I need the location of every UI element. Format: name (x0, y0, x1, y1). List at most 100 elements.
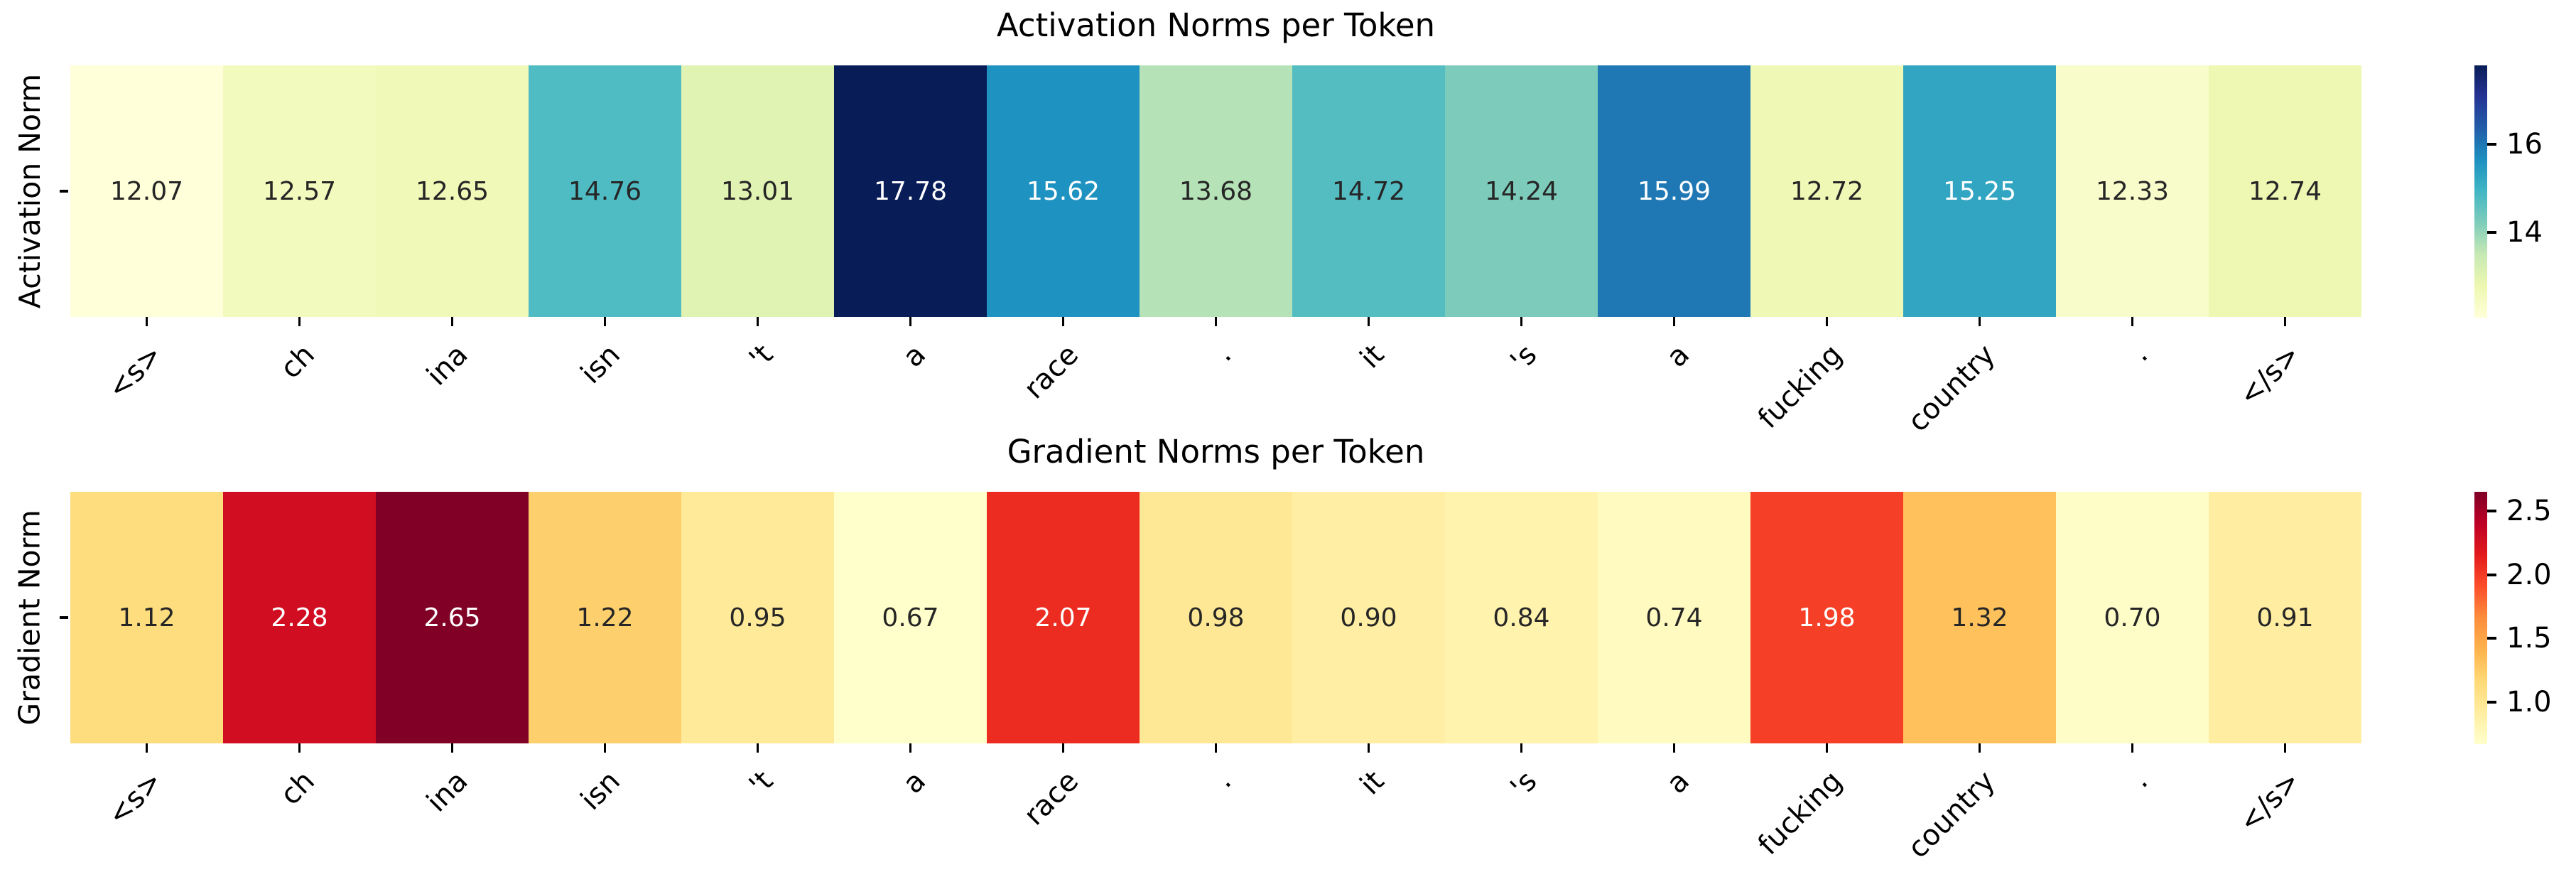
x-tick-label: . (2124, 338, 2155, 368)
heatmap-cell: 12.33 (2056, 65, 2209, 317)
y-axis-label-wrap: Activation Norm (10, 65, 50, 317)
heatmap-cell: 1.12 (70, 492, 223, 743)
x-tick-mark (1520, 317, 1522, 326)
y-axis-label: Activation Norm (13, 73, 47, 309)
cell-value: 12.72 (1790, 176, 1864, 206)
x-tick-label: . (2124, 765, 2155, 795)
x-tick-label: <s> (101, 765, 169, 832)
heatmap-row: 1.12 2.28 2.65 1.22 0.95 0.67 2.07 0.98 0.90 0.84… (70, 492, 2361, 743)
cell-value: 0.74 (1645, 603, 1703, 633)
heatmap-cell: 13.68 (1140, 65, 1292, 317)
colorbar-tick-mark (2487, 700, 2496, 704)
x-tick-mark (146, 317, 148, 326)
heatmap-cell: 0.91 (2209, 492, 2361, 743)
x-tick-label: 't (742, 765, 780, 802)
chart-title: Activation Norms per Token (996, 6, 1436, 44)
x-tick-label: ch (274, 765, 322, 812)
x-tick-label: fucking (1751, 338, 1849, 436)
colorbar-tick-label: 14 (2506, 216, 2543, 249)
x-tick-mark (298, 743, 301, 753)
x-tick-label: . (1208, 765, 1238, 795)
x-tick-label: isn (574, 765, 627, 817)
cell-value: 14.24 (1484, 176, 1559, 206)
x-tick-label: <s> (101, 338, 169, 406)
cell-value: 13.01 (720, 176, 795, 206)
heatmap-cell: 0.74 (1598, 492, 1750, 743)
x-tick-mark (1979, 743, 1981, 753)
y-axis-label-wrap: Gradient Norm (10, 492, 50, 743)
cell-value: 1.22 (576, 603, 634, 633)
x-tick-mark (909, 743, 911, 753)
heatmap-cell: 0.84 (1445, 492, 1598, 743)
heatmap-cell: 0.95 (681, 492, 834, 743)
heatmap-cell: 14.24 (1445, 65, 1598, 317)
x-tick-mark (1215, 317, 1217, 326)
x-tick-label: fucking (1751, 765, 1849, 862)
x-tick-mark (1826, 317, 1828, 326)
x-tick-mark (1062, 317, 1064, 326)
cell-value: 2.65 (423, 603, 481, 633)
x-tick-mark (1826, 743, 1828, 753)
x-tick-label: 's (1503, 338, 1544, 378)
cell-value: 15.62 (1026, 176, 1100, 206)
cell-value: 15.25 (1942, 176, 2017, 206)
x-tick-mark (1673, 743, 1675, 753)
cell-value: 0.84 (1493, 603, 1550, 633)
x-tick-mark (2131, 743, 2133, 753)
colorbar-tick-mark (2487, 573, 2496, 576)
y-tick-mark (60, 616, 68, 619)
colorbar-tick-mark (2487, 509, 2496, 512)
cell-value: 15.99 (1637, 176, 1711, 206)
heatmap-cell: 2.28 (223, 492, 376, 743)
x-tick-label: it (1353, 765, 1391, 802)
y-tick-mark (60, 190, 68, 193)
cell-value: 1.12 (118, 603, 175, 633)
heatmap-cell: 13.01 (681, 65, 834, 317)
cell-value: 12.33 (2095, 176, 2170, 206)
heatmap-cell: 12.65 (376, 65, 529, 317)
x-tick-mark (451, 317, 453, 326)
colorbar-tick-mark (2487, 142, 2496, 146)
x-tick-label: </s> (2232, 338, 2307, 413)
heatmap-cell: 15.62 (987, 65, 1140, 317)
x-tick-label: isn (574, 338, 627, 391)
cell-value: 1.98 (1798, 603, 1856, 633)
colorbar-tick-label: 1.5 (2506, 622, 2552, 655)
x-tick-label: a (1660, 338, 1696, 374)
x-tick-mark (604, 743, 606, 753)
cell-value: 2.28 (271, 603, 328, 633)
cell-value: 12.65 (415, 176, 489, 206)
x-tick-mark (2284, 317, 2286, 326)
cell-value: 14.76 (568, 176, 642, 206)
x-tick-label: country (1901, 338, 2002, 439)
colorbar-tick-label: 2.5 (2506, 494, 2552, 527)
heatmap-cell: 15.25 (1903, 65, 2056, 317)
heatmap-cell: 17.78 (834, 65, 987, 317)
x-tick-mark (146, 743, 148, 753)
x-tick-label: a (897, 765, 933, 800)
x-tick-mark (451, 743, 453, 753)
cell-value: 0.70 (2104, 603, 2161, 633)
heatmap-cell: 12.74 (2209, 65, 2361, 317)
heatmap-cell: 0.90 (1292, 492, 1445, 743)
heatmap-cell: 0.98 (1140, 492, 1292, 743)
cell-value: 0.90 (1340, 603, 1397, 633)
chart-title: Gradient Norms per Token (1007, 433, 1425, 470)
x-tick-mark (1979, 317, 1981, 326)
x-tick-label: . (1208, 338, 1238, 368)
x-tick-mark (1673, 317, 1675, 326)
colorbar-tick-label: 1.0 (2506, 685, 2552, 719)
cell-value: 13.68 (1179, 176, 1253, 206)
x-tick-mark (1062, 743, 1064, 753)
colorbar-tick-mark (2487, 637, 2496, 640)
x-tick-mark (1368, 743, 1370, 753)
heatmap-cell: 14.76 (529, 65, 681, 317)
x-tick-label: </s> (2232, 765, 2307, 839)
x-tick-label: a (1660, 765, 1696, 800)
x-tick-label: race (1017, 765, 1086, 832)
x-tick-label: ch (274, 338, 322, 386)
cell-value: 0.67 (882, 603, 939, 633)
x-tick-mark (1215, 743, 1217, 753)
cell-value: 2.07 (1034, 603, 1092, 633)
